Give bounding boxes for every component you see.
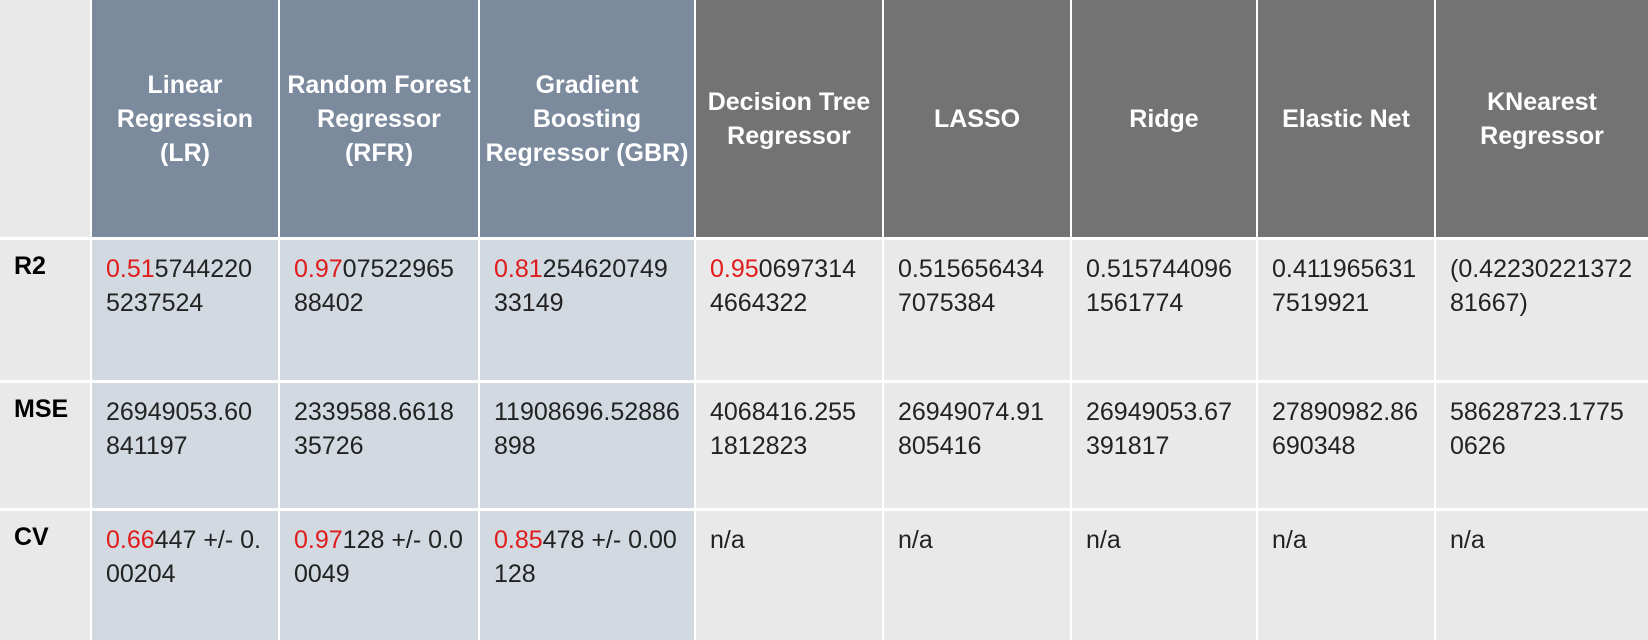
row-label-mse: MSE [0,383,92,511]
cell-value: 57442205237524 [106,255,252,317]
corner-cell [0,0,92,240]
table-cell: (0.4223022137281667) [1436,240,1648,383]
table-cell: 0.85478 +/- 0.00128 [480,511,696,640]
table-cell: n/a [696,511,884,640]
highlighted-digits: 0.95 [710,255,759,283]
cell-value: 26949053.60841197 [106,398,252,460]
table-cell: 26949053.67391817 [1072,383,1258,511]
cell-value: 0752296588402 [294,255,454,317]
column-header-knearest: KNearest Regressor [1436,0,1648,240]
cell-value: 2339588.661835726 [294,398,454,460]
table-cell: n/a [884,511,1072,640]
highlighted-digits: 0.66 [106,526,155,554]
cell-value: 26949074.91805416 [898,398,1044,460]
cell-value: n/a [1450,526,1485,554]
column-header-elastic-net: Elastic Net [1258,0,1436,240]
cell-value: n/a [1086,526,1121,554]
column-header-ridge: Ridge [1072,0,1258,240]
column-header-decision-tree: Decision Tree Regressor [696,0,884,240]
table-cell: n/a [1072,511,1258,640]
table-row-r2: R2 0.5157442205237524 0.970752296588402 … [0,240,1648,383]
table-cell: n/a [1258,511,1436,640]
cell-value: 478 +/- 0.00128 [494,526,677,588]
column-header-gradient-boosting: Gradient Boosting Regressor (GBR) [480,0,696,240]
table-cell: 26949053.60841197 [92,383,280,511]
highlighted-digits: 0.51 [106,255,155,283]
table-cell: 11908696.52886898 [480,383,696,511]
cell-value: 11908696.52886898 [494,398,680,460]
cell-value: 0.4119656317519921 [1272,255,1417,317]
cell-value: 447 +/- 0.00204 [106,526,261,588]
table-cell: 0.970752296588402 [280,240,480,383]
table-cell: 4068416.2551812823 [696,383,884,511]
table-cell: 27890982.86690348 [1258,383,1436,511]
cell-value: 128 +/- 0.00049 [294,526,463,588]
cell-value: (0.4223022137281667) [1450,255,1633,317]
row-label-r2: R2 [0,240,92,383]
table-cell: 58628723.17750626 [1436,383,1648,511]
highlighted-digits: 0.85 [494,526,543,554]
column-header-random-forest: Random Forest Regressor (RFR) [280,0,480,240]
highlighted-digits: 0.97 [294,255,343,283]
column-header-lasso: LASSO [884,0,1072,240]
table-cell: 26949074.91805416 [884,383,1072,511]
table-cell: 0.8125462074933149 [480,240,696,383]
table-cell: 0.4119656317519921 [1258,240,1436,383]
table-cell: n/a [1436,511,1648,640]
cell-value: 25462074933149 [494,255,668,317]
cell-value: 26949053.67391817 [1086,398,1232,460]
table-cell: 2339588.661835726 [280,383,480,511]
table-cell: 0.97128 +/- 0.00049 [280,511,480,640]
cell-value: 27890982.86690348 [1272,398,1418,460]
table-cell: 0.5157440961561774 [1072,240,1258,383]
table-row-mse: MSE 26949053.60841197 2339588.661835726 … [0,383,1648,511]
cell-value: n/a [898,526,933,554]
table-cell: 0.9506973144664322 [696,240,884,383]
table-row-cv: CV 0.66447 +/- 0.00204 0.97128 +/- 0.000… [0,511,1648,640]
table-cell: 0.5157442205237524 [92,240,280,383]
table-cell: 0.66447 +/- 0.00204 [92,511,280,640]
highlighted-digits: 0.97 [294,526,343,554]
cell-value: 58628723.17750626 [1450,398,1624,460]
cell-value: 06973144664322 [710,255,856,317]
cell-value: n/a [1272,526,1307,554]
header-row: Linear Regression (LR) Random Forest Reg… [0,0,1648,240]
column-header-linear-regression: Linear Regression (LR) [92,0,280,240]
cell-value: 0.5156564347075384 [898,255,1044,317]
cell-value: n/a [710,526,745,554]
cell-value: 0.5157440961561774 [1086,255,1232,317]
cell-value: 4068416.2551812823 [710,398,856,460]
highlighted-digits: 0.81 [494,255,543,283]
table-cell: 0.5156564347075384 [884,240,1072,383]
row-label-cv: CV [0,511,92,640]
